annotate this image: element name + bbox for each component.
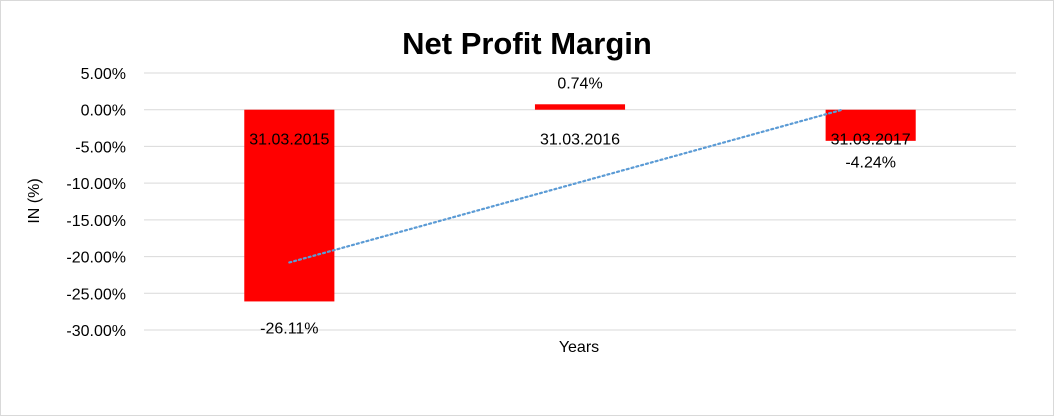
trendline: [288, 109, 842, 264]
bar: [244, 109, 335, 302]
y-tick-label: -5.00%: [75, 139, 126, 156]
y-tick-label: -15.00%: [66, 213, 126, 230]
category-labels: 31.03.2015 31.03.2016 31.03.2017: [249, 132, 911, 149]
chart-title: Net Profit Margin: [402, 26, 652, 61]
category-label: 31.03.2016: [540, 132, 620, 149]
trendline-layer: [288, 109, 842, 264]
y-tick-label: 0.00%: [81, 103, 126, 120]
y-tick-label: 5.00%: [81, 66, 126, 83]
y-axis-title: IN (%): [26, 178, 43, 223]
y-axis-ticks: 5.00% 0.00% -5.00% -10.00% -15.00% -20.00% -25…: [66, 66, 126, 340]
bars: [244, 104, 916, 302]
bar: [825, 109, 916, 141]
x-axis-title: Years: [559, 339, 599, 356]
category-label: 31.03.2015: [249, 132, 329, 149]
y-tick-label: -10.00%: [66, 176, 126, 193]
category-label: 31.03.2017: [831, 132, 911, 149]
data-label: -26.11%: [260, 320, 318, 337]
data-labels: -26.11% 0.74% -4.24%: [260, 75, 896, 337]
y-tick-label: -25.00%: [66, 286, 126, 303]
y-tick-label: -30.00%: [66, 323, 126, 340]
y-tick-label: -20.00%: [66, 250, 126, 267]
data-label: -4.24%: [845, 155, 896, 172]
data-label: 0.74%: [557, 75, 602, 92]
bar: [534, 104, 626, 110]
